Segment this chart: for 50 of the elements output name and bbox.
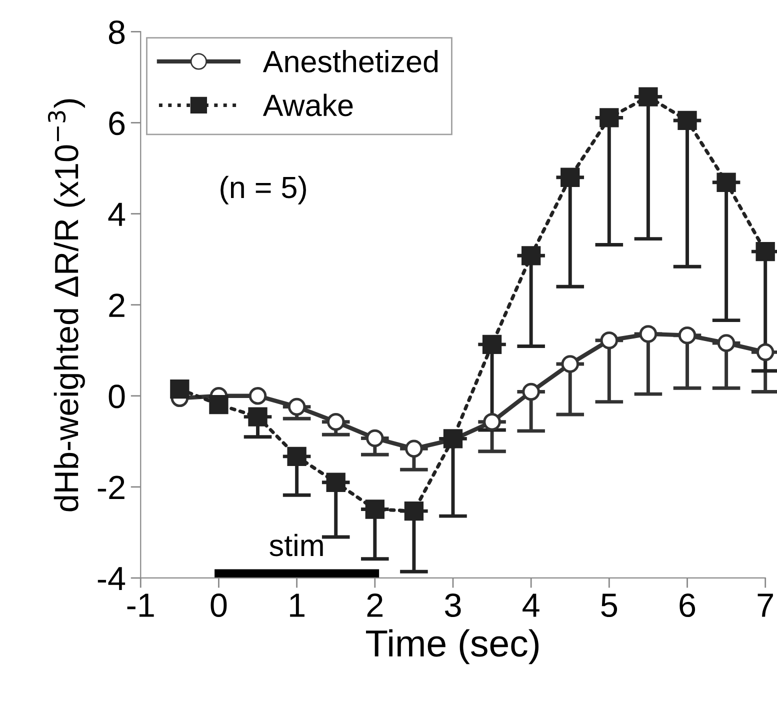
point (365, 500, 384, 519)
point (639, 325, 658, 343)
y-tick-label: 4 (108, 202, 126, 226)
x-tick-label: -1 (127, 594, 154, 617)
x-tick-label: 4 (522, 594, 540, 617)
point (716, 172, 736, 192)
point (366, 429, 384, 448)
point (521, 246, 541, 266)
point (404, 501, 424, 521)
point (560, 168, 580, 187)
y-axis-title: dHb-weighted ΔR/R (x10$^{−3}$) (48, 99, 85, 512)
point (405, 440, 423, 458)
point (170, 379, 190, 399)
point (287, 446, 306, 466)
y-tick-label: 6 (109, 112, 125, 136)
point (561, 355, 580, 373)
x-tick-label: 0 (210, 593, 227, 618)
y-tick-label: -4 (98, 567, 126, 590)
annotation: (n = 5) (220, 176, 306, 204)
point (248, 386, 267, 405)
legend-label: Awake (262, 94, 353, 116)
annotation: stim (270, 534, 323, 556)
point (522, 382, 540, 401)
point (482, 334, 502, 354)
x-axis-title: Time (sec) (366, 629, 539, 664)
y-tick-label: 2 (109, 294, 124, 317)
point (209, 394, 228, 414)
x-tick-label: 6 (680, 593, 696, 618)
point (756, 343, 774, 362)
point (288, 398, 306, 416)
point (638, 87, 658, 106)
point (678, 326, 696, 344)
legend-label: Anesthetized (262, 50, 438, 72)
x-tick-label: 5 (601, 594, 618, 618)
x-tick-label: 2 (367, 593, 382, 617)
y-tick-label: -2 (98, 476, 124, 500)
point (756, 242, 775, 262)
point (326, 412, 345, 431)
point (678, 110, 697, 130)
y-tick-label: 0 (108, 384, 125, 408)
x-tick-label: 1 (290, 594, 304, 617)
y-tick-label: 8 (108, 20, 125, 44)
point (600, 331, 618, 350)
point (326, 472, 346, 492)
point (717, 334, 736, 352)
point (483, 412, 501, 431)
point (248, 407, 268, 426)
x-tick-label: 7 (758, 594, 773, 617)
x-tick-label: 3 (444, 593, 461, 618)
point (600, 108, 619, 128)
